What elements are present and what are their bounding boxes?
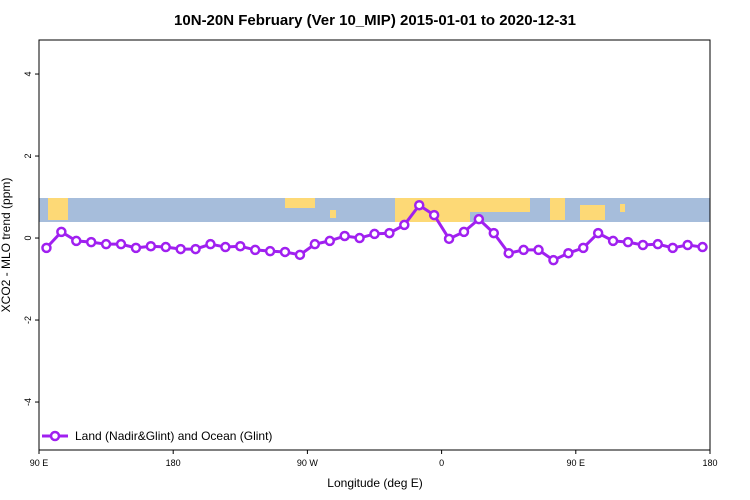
point bbox=[384, 227, 395, 239]
chart-title: 10N-20N February (Ver 10_MIP) 2015-01-01… bbox=[174, 12, 576, 29]
point bbox=[369, 228, 380, 240]
point bbox=[592, 227, 604, 239]
y-tick-label: 4 bbox=[23, 72, 33, 77]
point bbox=[548, 254, 559, 266]
point bbox=[637, 239, 649, 251]
point bbox=[578, 242, 589, 254]
point bbox=[279, 246, 291, 258]
point bbox=[294, 249, 306, 261]
point bbox=[354, 232, 365, 244]
y-axis-label: XCO2 - MLO trend (ppm) bbox=[0, 178, 13, 313]
point bbox=[264, 245, 276, 257]
x-tick-label: 180 bbox=[166, 458, 181, 468]
point bbox=[160, 241, 171, 253]
point bbox=[413, 199, 425, 211]
x-tick-label: 180 bbox=[702, 458, 717, 468]
point bbox=[488, 227, 500, 239]
point bbox=[235, 240, 246, 252]
point bbox=[309, 238, 321, 250]
point bbox=[399, 219, 410, 231]
point bbox=[324, 235, 336, 247]
y-tick-label: -4 bbox=[23, 398, 33, 406]
point bbox=[667, 242, 678, 254]
point bbox=[443, 233, 455, 245]
legend-label: Land (Nadir&Glint) and Ocean (Glint) bbox=[75, 429, 272, 443]
legend-marker bbox=[49, 430, 61, 442]
point bbox=[473, 213, 485, 225]
point bbox=[220, 241, 231, 253]
point bbox=[175, 243, 186, 255]
point bbox=[100, 238, 112, 250]
y-tick-label: -2 bbox=[23, 316, 33, 324]
point bbox=[205, 238, 216, 250]
point bbox=[697, 241, 708, 253]
point bbox=[130, 242, 142, 254]
point bbox=[115, 238, 127, 250]
point bbox=[622, 236, 634, 248]
point bbox=[428, 209, 440, 221]
x-tick-label: 90 E bbox=[567, 458, 586, 468]
point bbox=[682, 239, 693, 251]
point bbox=[41, 242, 52, 254]
point bbox=[518, 244, 529, 256]
plot-frame bbox=[38, 39, 711, 451]
point bbox=[503, 247, 514, 259]
y-tick-label: 0 bbox=[23, 236, 33, 241]
point bbox=[190, 243, 201, 255]
point bbox=[56, 226, 67, 238]
point bbox=[249, 244, 261, 256]
point bbox=[458, 226, 470, 238]
x-tick-label: 90 E bbox=[30, 458, 49, 468]
x-tick-label: 90 W bbox=[297, 458, 319, 468]
point bbox=[145, 240, 157, 252]
point bbox=[607, 235, 619, 247]
point bbox=[339, 230, 350, 242]
point bbox=[85, 236, 97, 248]
map-band bbox=[39, 198, 710, 222]
x-axis-label: Longitude (deg E) bbox=[327, 476, 422, 490]
y-tick-label: 2 bbox=[23, 154, 33, 159]
x-tick-label: 0 bbox=[439, 458, 444, 468]
point bbox=[563, 247, 574, 259]
point bbox=[652, 238, 664, 250]
point bbox=[533, 244, 544, 256]
point bbox=[71, 235, 82, 247]
